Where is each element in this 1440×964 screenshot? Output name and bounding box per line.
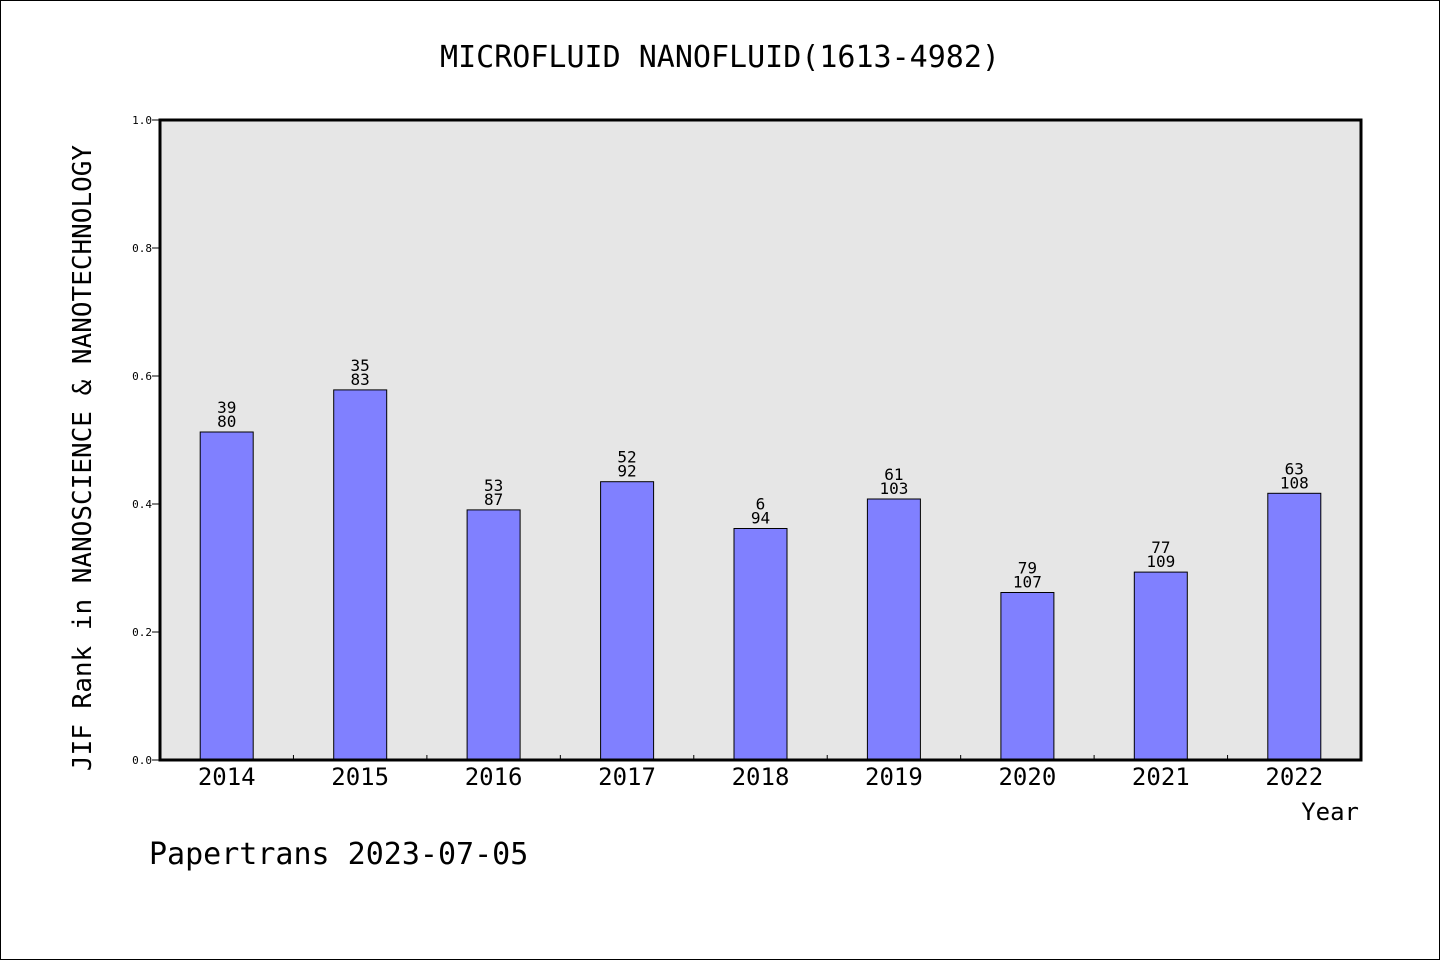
x-tick-label: 2021: [1132, 763, 1190, 791]
bar-rank-label: 63: [1285, 459, 1304, 478]
x-tick-label: 2019: [865, 763, 923, 791]
y-tick-label: 0.4: [132, 498, 152, 511]
x-tick-label: 2016: [465, 763, 523, 791]
x-tick-label: 2020: [998, 763, 1056, 791]
x-tick-label: 2015: [331, 763, 389, 791]
bar-rank-label: 39: [217, 398, 236, 417]
bar-rank-label: 77: [1151, 538, 1170, 557]
bar-rank-label: 53: [484, 476, 503, 495]
bar-rank-label: 52: [617, 448, 636, 467]
bar-rank-label: 6: [756, 495, 766, 514]
bar-rank-label: 35: [351, 356, 370, 375]
bar-total-label: 92: [617, 462, 636, 481]
bar-total-label: 108: [1280, 473, 1309, 492]
x-tick-label: 2014: [198, 763, 256, 791]
bar-total-label: 83: [351, 370, 370, 389]
x-tick-label: 2018: [732, 763, 790, 791]
bar-2017: [600, 481, 655, 761]
x-ticks-group: 2014 2015 2016 2017 2018 2019 2020 2021 2022: [198, 755, 1323, 791]
x-tick-label: 2022: [1265, 763, 1323, 791]
x-axis-label: Year: [1301, 798, 1359, 826]
bars-group: [199, 389, 1322, 761]
y-tick-label: 0.0: [132, 754, 152, 767]
bar-2015: [333, 389, 388, 761]
y-tick-label: 0.2: [132, 626, 152, 639]
bar-2019: [866, 498, 921, 761]
footer-text: Papertrans 2023-07-05: [149, 837, 528, 872]
plot-border: [158, 118, 1363, 762]
bar-rank-label: 61: [884, 465, 903, 484]
bar-2016: [466, 509, 521, 761]
bar-total-label: 103: [879, 479, 908, 498]
bar-2021: [1133, 571, 1188, 761]
bar-2014: [199, 431, 254, 761]
bar-total-label: 107: [1013, 573, 1042, 592]
x-tick-label: 2017: [598, 763, 656, 791]
y-tick-label: 0.6: [132, 370, 152, 383]
y-tick-label: 1.0: [132, 114, 152, 127]
bar-2020: [1000, 592, 1055, 761]
bar-total-label: 87: [484, 490, 503, 509]
bar-2022: [1267, 492, 1322, 761]
bar-total-label: 80: [217, 412, 236, 431]
y-axis-label: JIF Rank in NANOSCIENCE & NANOTECHNOLOGY: [68, 145, 98, 771]
y-tick-label: 0.8: [132, 242, 152, 255]
y-ticks-group: 0.0 0.2 0.4 0.6 0.8 1.0: [132, 114, 160, 767]
bar-total-label: 94: [751, 509, 770, 528]
bar-rank-label: 79: [1018, 559, 1037, 578]
chart-title: MICROFLUID NANOFLUID(1613-4982): [440, 40, 1000, 75]
bar-2018: [733, 528, 788, 761]
bar-total-label: 109: [1146, 552, 1175, 571]
